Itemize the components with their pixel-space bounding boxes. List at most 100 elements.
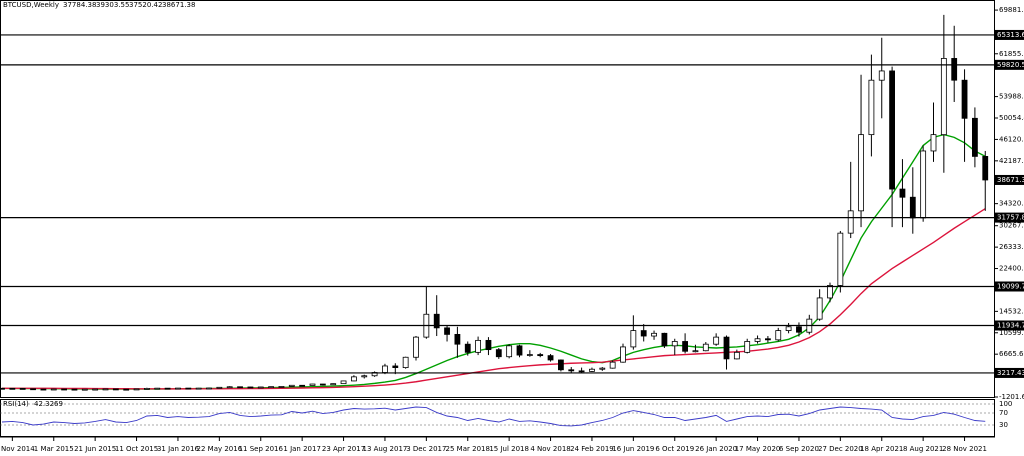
x-tick-label: 4 Nov 2018 [530, 445, 570, 453]
candle-body [816, 297, 823, 320]
y-tick-label: 50054.40 [999, 114, 1024, 122]
candle-body [526, 354, 533, 356]
x-tick-label: 11 Oct 2015 [115, 445, 158, 453]
x-tick-label: 21 Jun 2015 [74, 445, 116, 453]
candle-body [268, 386, 275, 389]
candle-body [630, 330, 637, 348]
candle-body [920, 150, 927, 219]
candle-body [382, 365, 388, 373]
candle-body [568, 369, 575, 372]
candle-body [765, 338, 771, 341]
level-price-label: 11934.79 [997, 321, 1024, 329]
candle-body [206, 387, 212, 390]
candle-body [361, 375, 368, 378]
candle-body [30, 388, 36, 391]
candle-body [185, 387, 192, 390]
candle-body [744, 341, 751, 353]
candle-body [288, 384, 295, 387]
candle-body [278, 386, 285, 388]
x-tick-label: 17 May 2020 [735, 445, 781, 453]
header-value: 37784.38 [63, 1, 96, 9]
candle-body [961, 79, 968, 119]
candle-body [340, 380, 347, 385]
candle-body [578, 370, 585, 373]
x-tick-label: Nov 2014 [1, 445, 35, 453]
candle-body [713, 336, 720, 345]
candle-body [878, 70, 885, 81]
candle-body [19, 388, 26, 390]
candle-body [661, 332, 668, 347]
level-price-label: 19099.73 [997, 282, 1024, 290]
candle-body [785, 326, 792, 331]
header-value: 37520.42 [129, 1, 162, 9]
candle-body [257, 386, 264, 389]
x-tick-label: 26 Jan 2020 [695, 445, 737, 453]
y-tick-label: 69881.64 [999, 6, 1024, 14]
candle-body [723, 336, 730, 360]
y-tick-label: -1201.60 [999, 393, 1024, 401]
candle-body [309, 383, 316, 386]
candle-body [0, 387, 5, 390]
x-tick-label: 23 Apr 2017 [322, 445, 365, 453]
candle-body [495, 349, 502, 358]
candle-body [930, 134, 937, 152]
candle-body [889, 70, 895, 190]
rsi-value: 42.3269 [34, 400, 63, 408]
candle-body [858, 134, 864, 212]
candle-body [837, 232, 844, 286]
rsi-line [1, 406, 986, 427]
level-price-box [995, 59, 1024, 70]
y-tick-label: 34320.00 [999, 200, 1024, 208]
candle-body [40, 388, 47, 391]
candle-body [940, 58, 947, 136]
chart-title: BTCUSD,Weekly [3, 1, 59, 9]
level-price-box [995, 281, 1024, 292]
x-tick-label: 13 Aug 2017 [363, 445, 408, 453]
x-tick-label: 27 Dec 2020 [818, 445, 863, 453]
last-price-label: 38671.38 [997, 176, 1024, 184]
candle-body [620, 346, 626, 363]
candle-body [133, 388, 140, 391]
candle-body [868, 79, 875, 136]
candle-body [61, 388, 67, 391]
candle-body [558, 359, 564, 371]
y-tick-label: 14532.80 [999, 307, 1024, 315]
level-price-label: 59820.52 [997, 61, 1024, 69]
x-tick-label: 6 Oct 2019 [655, 445, 694, 453]
x-tick-label: 18 Apr 2021 [860, 445, 903, 453]
candle-body [247, 386, 254, 389]
candle-body [392, 365, 399, 368]
x-tick-label: 28 Nov 2021 [942, 445, 987, 453]
candle-body [651, 332, 657, 337]
candle-body [112, 388, 119, 391]
candle-body [143, 387, 150, 390]
candle-body [599, 367, 606, 370]
candle-body [413, 336, 419, 358]
candle-body [71, 388, 78, 391]
candle-body [671, 341, 678, 347]
y-tick-label: 46120.80 [999, 135, 1024, 143]
candle-body [485, 339, 492, 351]
candle-body [682, 341, 688, 352]
header-value: 38671.38 [162, 1, 195, 9]
y-tick-label: 61855.20 [999, 50, 1024, 58]
candle-body [733, 351, 740, 360]
candle-body [9, 387, 16, 390]
candle-body [692, 350, 699, 353]
x-tick-label: 1 Mar 2015 [34, 445, 74, 453]
candle-body [847, 210, 854, 234]
x-tick-label: 6 Sep 2020 [779, 445, 819, 453]
candle-body [516, 345, 523, 356]
candle-body [506, 345, 513, 358]
rsi-title: RSI(14) [3, 400, 29, 408]
x-tick-label: 31 Jan 2016 [157, 445, 200, 453]
candle-body [951, 58, 958, 81]
y-tick-label: 42187.20 [999, 157, 1024, 165]
level-price-box [995, 320, 1024, 331]
candle-body [972, 117, 978, 157]
x-tick-label: 3 Dec 2017 [406, 445, 446, 453]
y-tick-label: 22400.00 [999, 265, 1024, 273]
candle-body [796, 326, 802, 333]
